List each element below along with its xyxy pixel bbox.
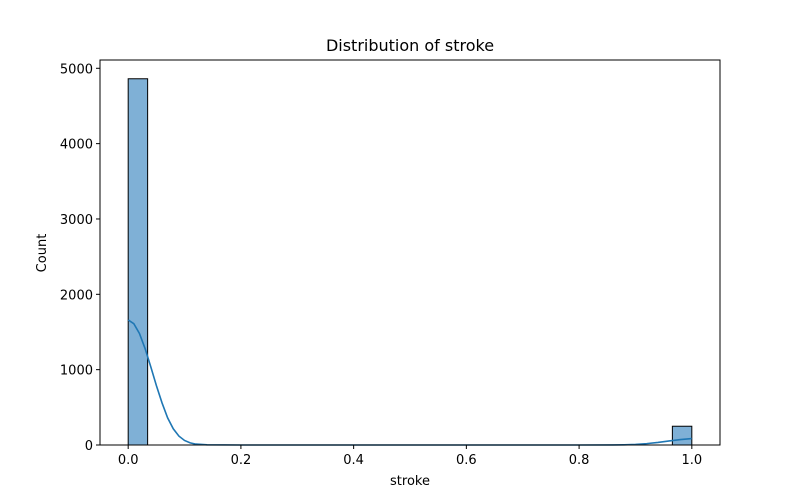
plot-area — [99, 59, 721, 446]
histogram-bar-0 — [127, 78, 149, 446]
y-tick-label: 4000 — [60, 138, 93, 153]
x-axis-label: stroke — [390, 474, 430, 489]
chart-title: Distribution of stroke — [326, 36, 494, 55]
x-tick-label: 0.8 — [569, 453, 590, 468]
y-tick-label: 3000 — [60, 213, 93, 228]
x-tick-label: 0.4 — [343, 453, 364, 468]
x-tick-label: 1.0 — [681, 453, 702, 468]
x-tick-label: 0.0 — [118, 453, 139, 468]
y-tick-label: 2000 — [60, 288, 93, 303]
histogram-bar-1 — [671, 425, 693, 446]
y-axis: 0 1000 2000 3000 4000 5000 — [60, 62, 100, 454]
plot-frame — [99, 59, 721, 446]
kde-curve — [127, 319, 692, 446]
y-tick-label: 0 — [85, 439, 93, 454]
y-axis-label: Count — [35, 234, 50, 273]
x-tick-label: 0.2 — [231, 453, 252, 468]
y-tick-label: 1000 — [60, 364, 93, 379]
y-tick-label: 5000 — [60, 62, 93, 77]
x-tick-label: 0.6 — [456, 453, 477, 468]
x-axis: 0.0 0.2 0.4 0.6 0.8 1.0 — [118, 445, 702, 468]
